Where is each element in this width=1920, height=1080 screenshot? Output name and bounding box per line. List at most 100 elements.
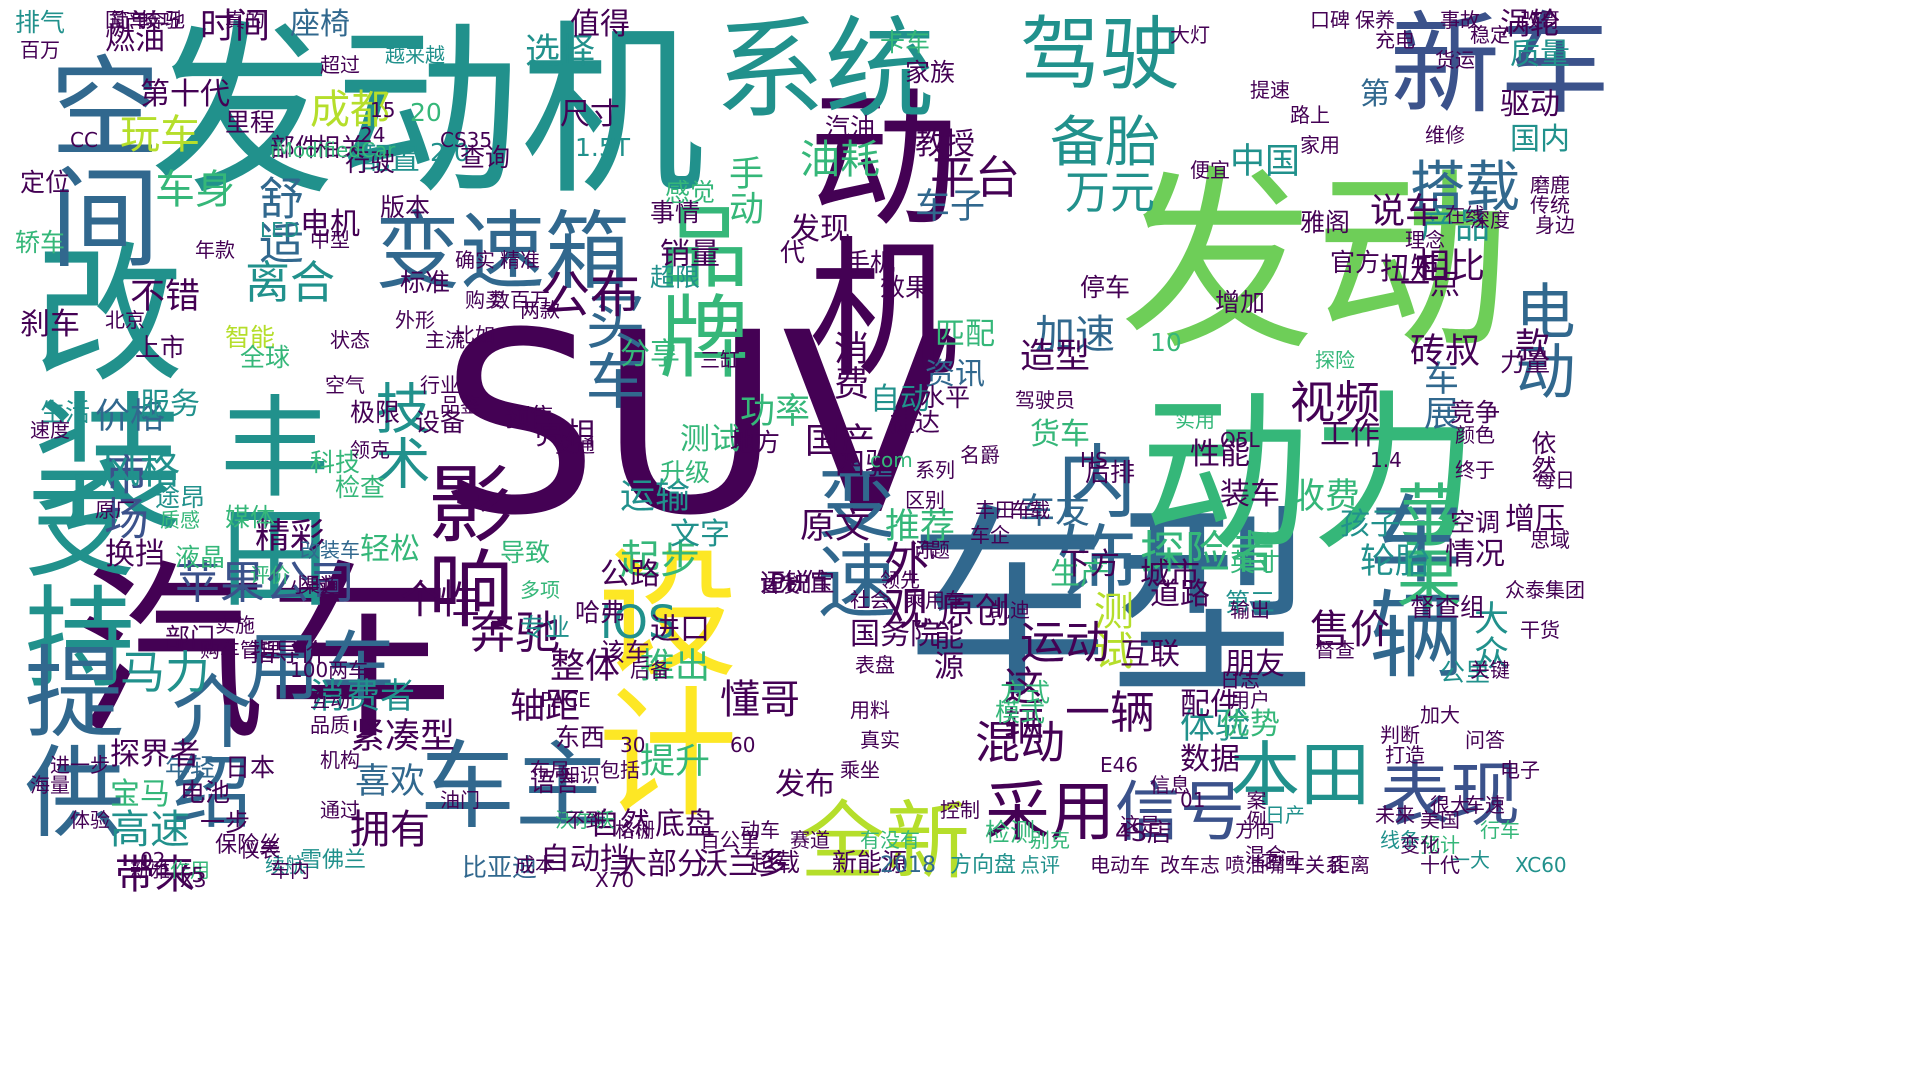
cloud-word: 两款: [520, 298, 560, 322]
cloud-word: 区别: [905, 488, 945, 512]
cloud-word: Q5L: [1220, 428, 1260, 452]
cloud-word: 后备: [630, 658, 670, 682]
cloud-word: 懂哥: [720, 677, 800, 723]
cloud-word: 销量: [660, 237, 720, 272]
cloud-word: 互联: [1120, 637, 1180, 672]
cloud-word: CS35: [440, 128, 493, 152]
cloud-word: 管理: [240, 638, 280, 662]
cloud-word: SUV: [440, 279, 953, 570]
cloud-word: 产品: [1420, 207, 1491, 247]
cloud-word: 加速: [1035, 312, 1115, 358]
cloud-word: 市场: [96, 450, 149, 540]
cloud-word: 超载: [750, 848, 801, 877]
cloud-word: 优势: [1220, 707, 1280, 742]
cloud-word: 信息: [1150, 773, 1190, 797]
cloud-word: 技巧: [140, 8, 180, 32]
cloud-word: 改车志: [1160, 853, 1220, 877]
cloud-word: 新雅: [130, 858, 170, 882]
cloud-word: 车子: [915, 187, 986, 227]
cloud-word: 作用: [170, 858, 210, 882]
cloud-word: 自动挡: [540, 842, 630, 877]
cloud-word: 公里: [1440, 658, 1491, 687]
cloud-word: 超限: [650, 263, 701, 292]
cloud-word: 车身: [155, 167, 235, 213]
cloud-word: 预计: [1420, 833, 1460, 857]
cloud-word: E46: [1100, 753, 1139, 777]
cloud-word: 喜欢: [355, 762, 426, 802]
cloud-word: F5: [180, 863, 205, 887]
cloud-word: 迈锐宝: [760, 568, 836, 597]
cloud-word: 货运: [1435, 48, 1475, 72]
cloud-word: 混合: [1245, 843, 1285, 867]
cloud-word: 国务院: [850, 617, 940, 652]
cloud-word: 这是: [1120, 813, 1160, 837]
cloud-word: 车速: [1465, 793, 1505, 817]
cloud-word: 深度: [1470, 208, 1510, 232]
cloud-word: 维修: [1425, 123, 1465, 147]
cloud-word: 中国: [1230, 142, 1301, 182]
cloud-word: 干货: [1520, 618, 1560, 642]
cloud-word: 每日: [1535, 468, 1575, 492]
cloud-word: 资讯: [925, 357, 985, 392]
cloud-word: 数据: [1180, 742, 1240, 777]
cloud-word: 之间: [1260, 848, 1300, 872]
cloud-word: 选择: [525, 32, 596, 72]
cloud-word: 沃兰多: [698, 847, 788, 882]
cloud-word: 10: [1150, 328, 1182, 357]
cloud-word: 电动: [1505, 280, 1575, 400]
cloud-word: 驱动: [1500, 87, 1560, 122]
cloud-word: 尺寸: [560, 97, 620, 132]
cloud-word: 全新: [800, 793, 971, 892]
cloud-word: 事情: [650, 198, 701, 227]
cloud-word: 测试: [680, 422, 740, 457]
cloud-word: 原创: [940, 592, 1011, 632]
cloud-word: 说车: [1370, 192, 1441, 232]
cloud-word: 路上: [1290, 103, 1330, 127]
cloud-word: 外形: [395, 308, 435, 332]
cloud-word: 混动: [975, 716, 1066, 769]
cloud-word: 实施: [215, 613, 255, 637]
cloud-word: 02: [140, 848, 166, 872]
cloud-word: 设计: [574, 540, 737, 820]
cloud-word: 保养: [1355, 8, 1395, 32]
cloud-word: 原厂: [95, 498, 135, 522]
cloud-word: 美国: [1420, 808, 1460, 832]
cloud-word: 发布: [775, 767, 835, 802]
cloud-word: 后排: [1085, 458, 1136, 487]
cloud-word: 稳定: [1470, 23, 1510, 47]
cloud-word: 事故: [1440, 8, 1480, 32]
cloud-word: 北京: [105, 308, 145, 332]
cloud-word: 便宜: [1190, 158, 1230, 182]
cloud-word: 电池: [180, 778, 231, 807]
cloud-word: 终于: [1455, 458, 1495, 482]
cloud-word: 原文: [800, 507, 871, 547]
cloud-word: 进口: [650, 612, 710, 647]
cloud-word: 空气: [325, 373, 365, 397]
cloud-word: 车企: [970, 523, 1010, 547]
cloud-word: 成都: [310, 87, 390, 133]
cloud-word: 刹车: [20, 307, 80, 342]
cloud-word: 匹配: [935, 317, 995, 352]
cloud-word: 判断: [1380, 723, 1420, 747]
cloud-word: 手机: [845, 248, 896, 277]
cloud-word: 在线: [1445, 203, 1485, 227]
cloud-word: 定位: [20, 168, 71, 197]
cloud-word: 行业: [420, 373, 460, 397]
cloud-word: 口碑: [1310, 8, 1350, 32]
cloud-word: 实用: [1175, 408, 1215, 432]
cloud-word: 十代: [1420, 853, 1460, 877]
cloud-word: 时间: [200, 7, 271, 47]
cloud-word: 不错: [130, 277, 201, 317]
cloud-word: 消费者: [310, 677, 416, 717]
cloud-word: 空调: [1450, 508, 1501, 537]
cloud-word: 渠道: [300, 573, 340, 597]
cloud-word: 介绍: [159, 670, 252, 830]
cloud-word: 速度: [30, 418, 70, 442]
cloud-word: 一汽: [895, 538, 935, 562]
cloud-word: 1.4: [1370, 448, 1402, 472]
cloud-word: 涡轮: [1500, 7, 1560, 42]
cloud-word: 品牌: [643, 200, 748, 380]
cloud-word: 进一步: [50, 753, 110, 777]
cloud-word: 科技: [310, 448, 361, 477]
